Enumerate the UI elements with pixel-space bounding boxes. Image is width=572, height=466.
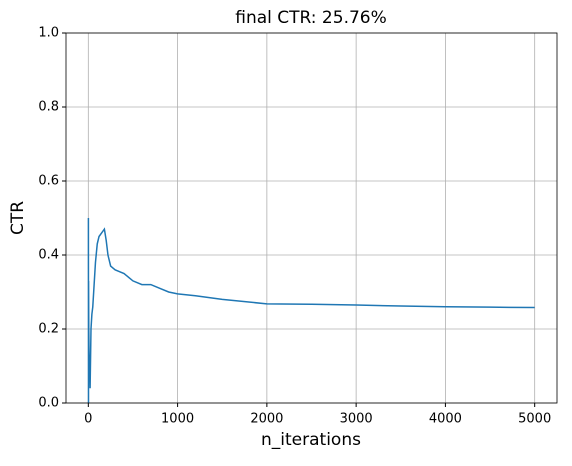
axes-frame [65,32,558,404]
y-tick-label: 0.8 [38,100,59,115]
x-tick-label: 1000 [161,412,194,427]
y-tick-label: 0.2 [38,322,59,337]
y-tick-label: 0.4 [38,248,59,263]
y-tick-label: 0.6 [38,174,59,189]
x-tick-label: 3000 [340,412,373,427]
x-tick-label: 0 [84,412,92,427]
x-tick-label: 4000 [429,412,462,427]
x-tick-label: 2000 [250,412,283,427]
x-tick-label: 5000 [518,412,551,427]
data-line [87,217,535,404]
y-tick-label: 1.0 [38,26,59,41]
x-axis-label: n_iterations [261,430,361,450]
chart-title: final CTR: 25.76% [235,8,387,28]
y-tick-label: 0.0 [38,396,59,411]
y-axis-label: CTR [8,201,28,235]
